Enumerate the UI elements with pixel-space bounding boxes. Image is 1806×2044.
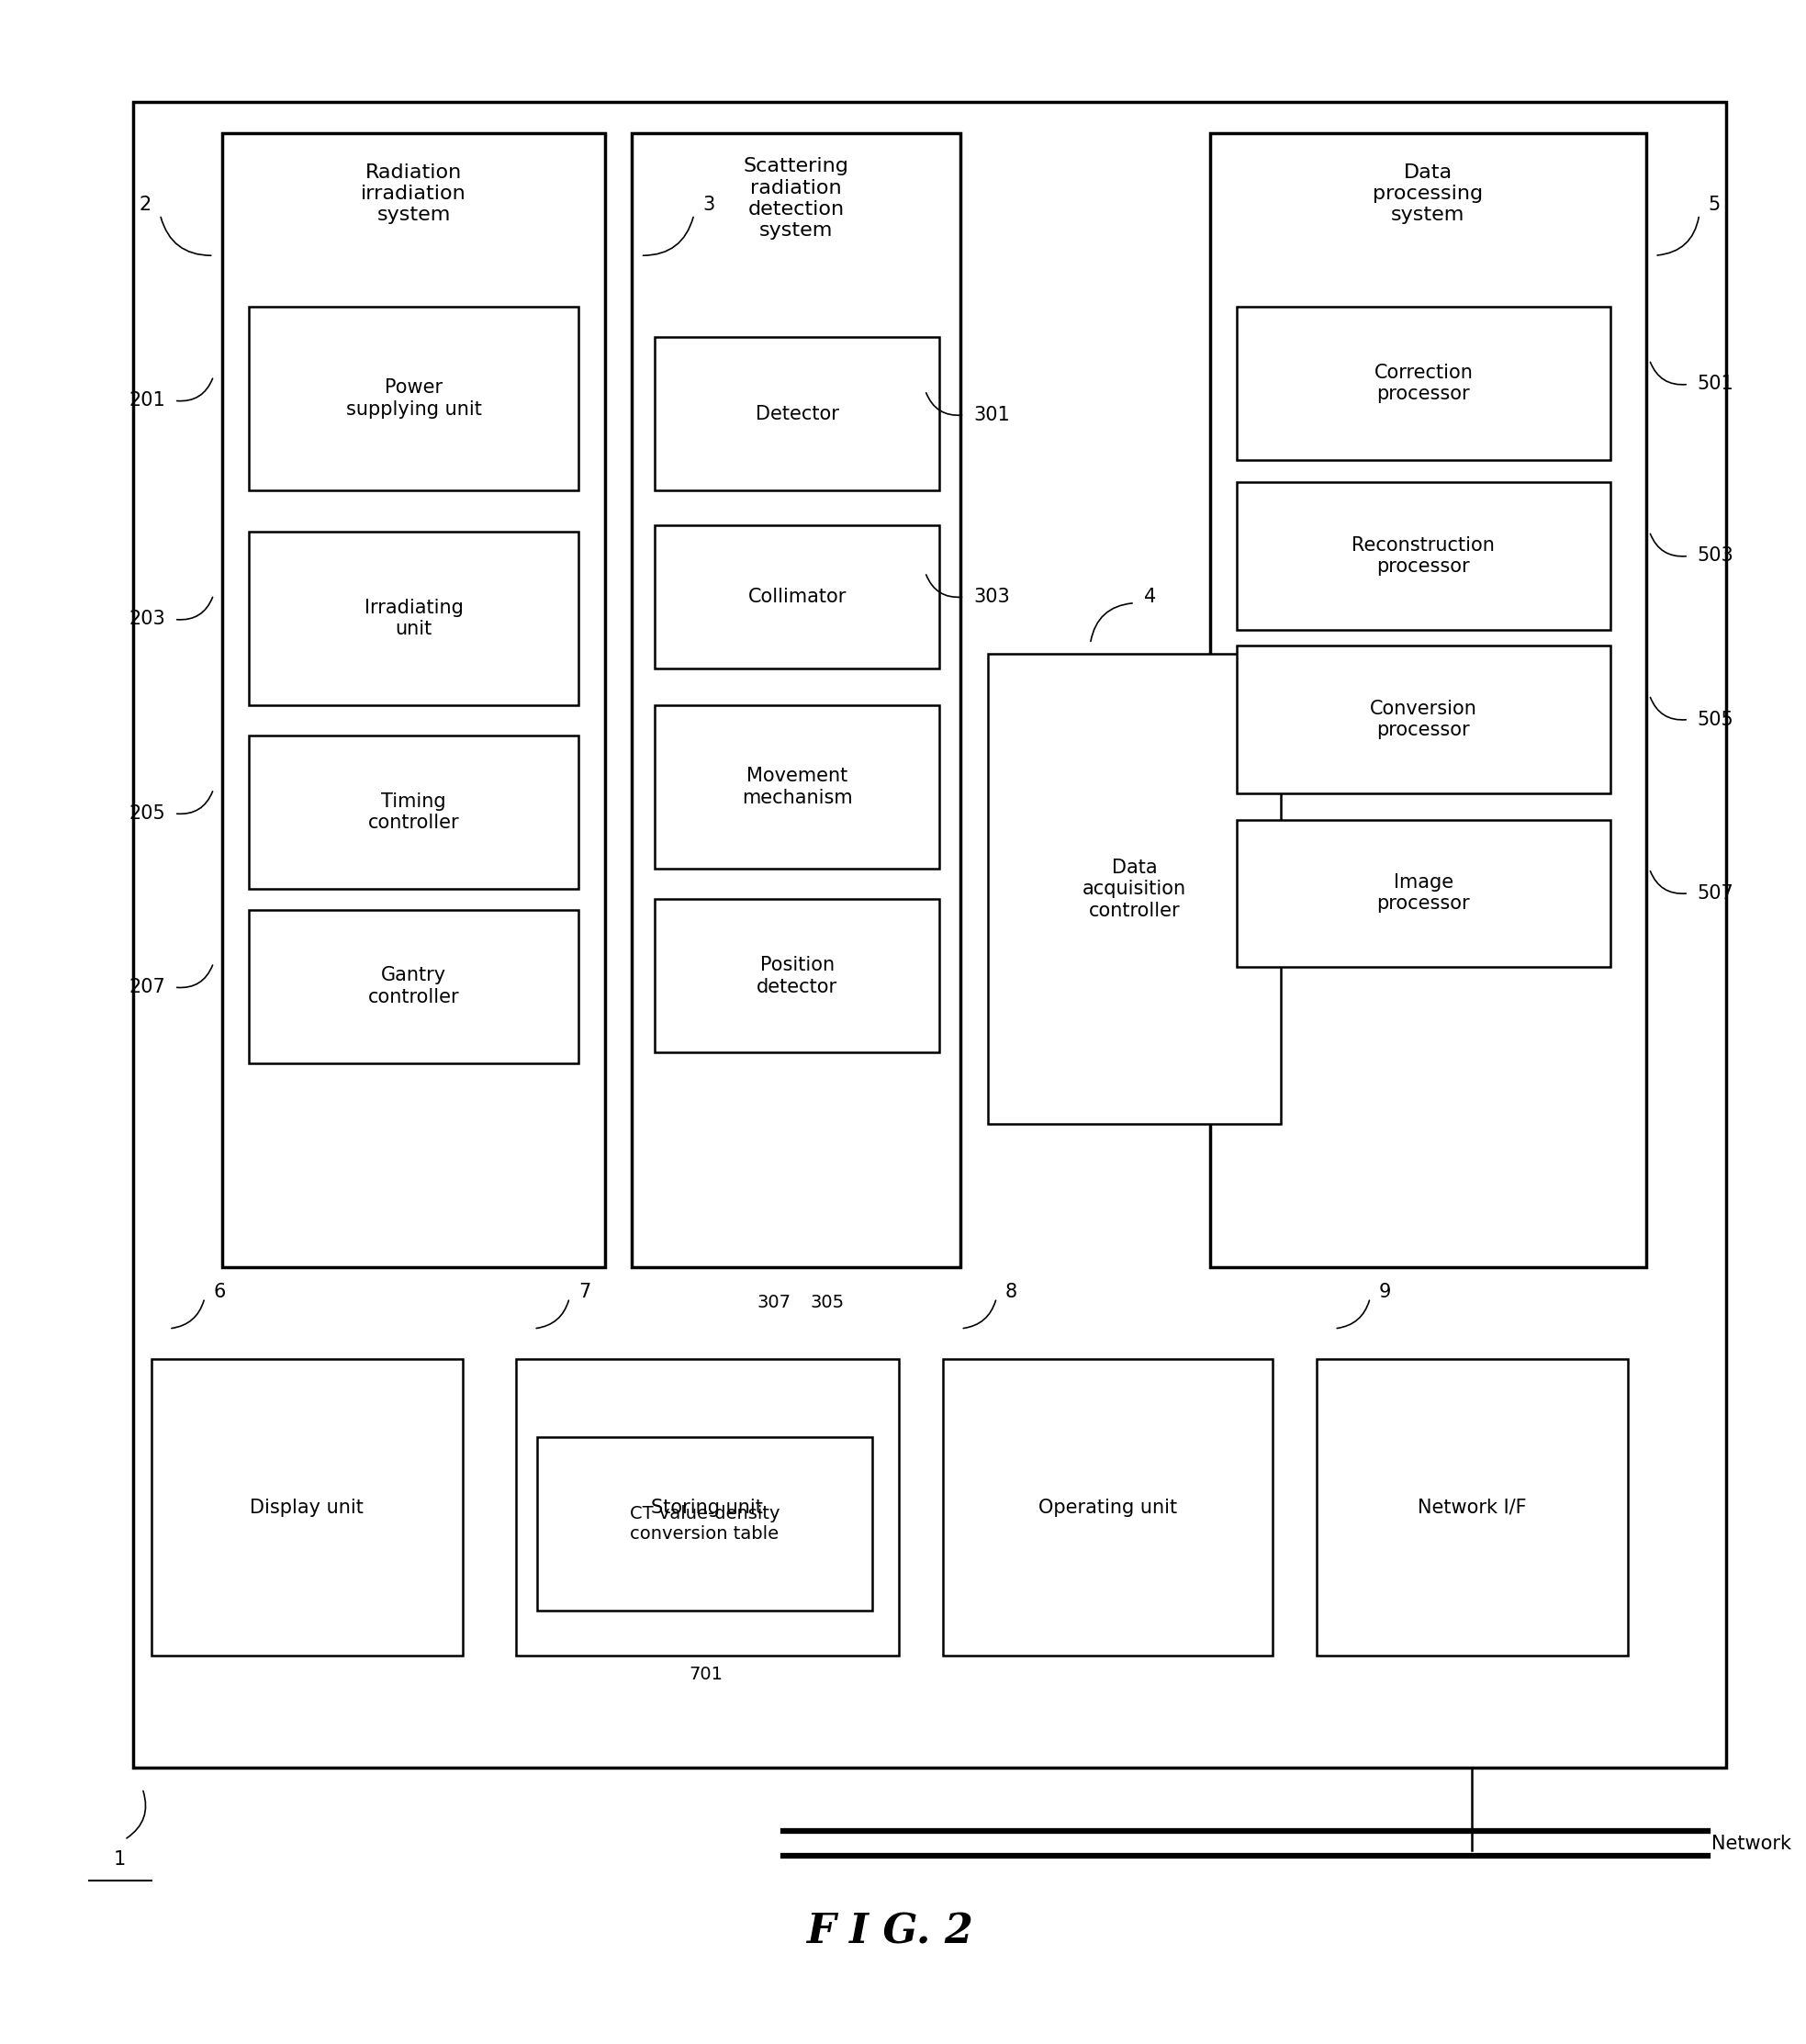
- Text: Image
processor: Image processor: [1376, 873, 1470, 914]
- Text: Conversion
processor: Conversion processor: [1369, 699, 1477, 740]
- Text: 9: 9: [1380, 1284, 1391, 1300]
- Text: Network I/F: Network I/F: [1418, 1498, 1526, 1517]
- Text: Movement
mechanism: Movement mechanism: [742, 766, 852, 807]
- Text: 701: 701: [690, 1666, 724, 1684]
- Bar: [249, 531, 578, 705]
- Bar: [134, 102, 1727, 1768]
- Bar: [632, 133, 961, 1267]
- Text: Irradiating
unit: Irradiating unit: [365, 599, 462, 638]
- Text: Position
detector: Position detector: [757, 957, 838, 995]
- Bar: [656, 899, 939, 1053]
- Text: Timing
controller: Timing controller: [368, 793, 459, 832]
- Text: 303: 303: [973, 589, 1010, 605]
- Text: 6: 6: [213, 1284, 226, 1300]
- Text: Radiation
irradiation
system: Radiation irradiation system: [361, 164, 466, 225]
- Bar: [1317, 1359, 1627, 1656]
- Text: 205: 205: [128, 805, 166, 822]
- Bar: [943, 1359, 1271, 1656]
- Text: 307: 307: [757, 1294, 791, 1312]
- Text: 4: 4: [1143, 589, 1156, 605]
- Bar: [152, 1359, 462, 1656]
- Bar: [249, 910, 578, 1063]
- Text: Reconstruction
processor: Reconstruction processor: [1353, 536, 1495, 576]
- Bar: [1237, 307, 1611, 460]
- Text: 8: 8: [1006, 1284, 1017, 1300]
- Text: 507: 507: [1698, 885, 1734, 901]
- Text: 501: 501: [1698, 376, 1734, 392]
- Text: 203: 203: [128, 611, 166, 628]
- Text: Display unit: Display unit: [249, 1498, 363, 1517]
- Bar: [656, 337, 939, 491]
- Text: Data
processing
system: Data processing system: [1373, 164, 1483, 225]
- Text: Storing unit: Storing unit: [652, 1498, 764, 1517]
- Text: Detector: Detector: [755, 405, 838, 423]
- Text: Correction
processor: Correction processor: [1374, 364, 1474, 403]
- Bar: [1210, 133, 1645, 1267]
- Bar: [1237, 820, 1611, 967]
- Bar: [656, 525, 939, 668]
- Text: 2: 2: [139, 196, 152, 213]
- Text: 3: 3: [703, 196, 715, 213]
- Bar: [517, 1359, 899, 1656]
- Text: 207: 207: [128, 979, 166, 995]
- Text: Gantry
controller: Gantry controller: [368, 967, 459, 1006]
- Text: 5: 5: [1708, 196, 1721, 213]
- Bar: [1237, 482, 1611, 630]
- Text: Collimator: Collimator: [748, 589, 847, 605]
- Text: 1: 1: [114, 1850, 125, 1868]
- Text: 505: 505: [1698, 711, 1734, 728]
- Text: 503: 503: [1698, 548, 1734, 564]
- Bar: [988, 654, 1280, 1124]
- Text: 7: 7: [578, 1284, 591, 1300]
- Text: 301: 301: [973, 407, 1010, 423]
- Bar: [222, 133, 605, 1267]
- Text: Power
supplying unit: Power supplying unit: [345, 378, 482, 419]
- Bar: [249, 307, 578, 491]
- Bar: [249, 736, 578, 889]
- Bar: [1237, 646, 1611, 793]
- Text: CT value-density
conversion table: CT value-density conversion table: [630, 1504, 780, 1543]
- Text: 201: 201: [128, 392, 166, 409]
- Bar: [538, 1437, 872, 1611]
- Text: Data
acquisition
controller: Data acquisition controller: [1082, 858, 1187, 920]
- Text: Scattering
radiation
detection
system: Scattering radiation detection system: [744, 157, 849, 239]
- Bar: [656, 705, 939, 869]
- Text: Network: Network: [1712, 1836, 1792, 1852]
- Text: Operating unit: Operating unit: [1038, 1498, 1178, 1517]
- Text: F I G. 2: F I G. 2: [805, 1911, 973, 1952]
- Text: 305: 305: [811, 1294, 845, 1312]
